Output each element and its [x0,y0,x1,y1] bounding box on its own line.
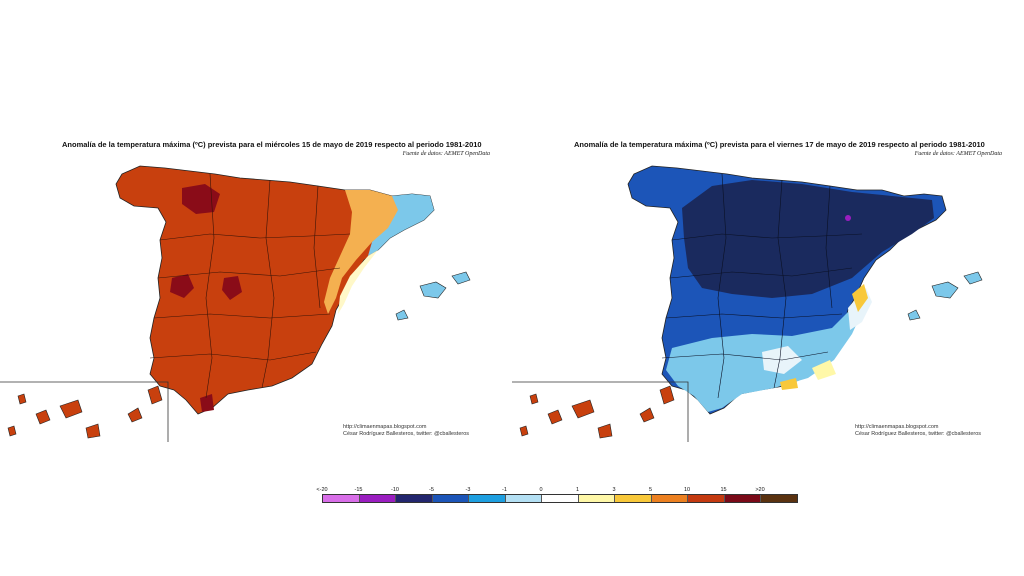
legend-tick-label: -15 [354,487,363,493]
map-title: Anomalía de la temperatura máxima (ºC) p… [574,140,985,149]
legend-swatch [396,495,433,502]
legend-swatch [688,495,725,502]
legend-swatch [651,495,688,502]
balearic-islands [907,271,983,321]
hot-core-center [222,276,242,300]
canary-inset-frame [512,381,689,442]
credit-author: César Rodríguez Ballesteros, twitter: @c… [343,431,470,437]
cold-core-north-center [682,180,934,298]
map-credit: http://climaenmapas.blogspot.com César R… [343,424,469,438]
warm-spot-almeria [780,378,798,390]
legend-tick-label: <-20 [316,487,328,493]
balearic-islands [395,271,471,321]
legend-tick-label: 0 [539,487,543,493]
hot-core-northwest [182,184,220,214]
warm-spot-valencia [852,284,868,312]
legend-tick-label: >20 [755,487,765,493]
region-borders [661,173,863,399]
map-panel-wednesday: Anomalía de la temperatura máxima (ºC) p… [0,138,500,448]
hot-core-west [170,274,194,298]
legend-tick-label: 15 [720,487,727,493]
hot-core-south [200,394,214,412]
spain-anomaly-map-friday [512,165,983,442]
warm-spot-murcia [812,360,836,380]
map-source: Fuente de datos: AEMET OpenData [914,151,1002,157]
canary-islands [7,385,163,439]
legend-swatch [505,495,542,502]
map-credit: http://climaenmapas.blogspot.com César R… [855,424,981,438]
credit-url: http://climaenmapas.blogspot.com [343,424,427,430]
canary-inset-frame [0,381,169,442]
credit-author: César Rodríguez Ballesteros, twitter: @c… [855,431,982,437]
legend-swatch [615,495,652,502]
map-source: Fuente de datos: AEMET OpenData [402,151,490,157]
extreme-cold-spot [845,215,851,221]
legend-tick-label: 5 [648,487,653,493]
credit-url: http://climaenmapas.blogspot.com [855,424,939,430]
legend-swatch [432,495,469,502]
legend-tick-label: 3 [612,487,616,493]
legend-swatch [724,495,761,502]
legend-tick-label: 1 [575,487,580,493]
map-panel-friday: Anomalía de la temperatura máxima (ºC) p… [512,138,1012,448]
legend-tick-label: -3 [465,487,471,493]
legend-swatch [578,495,615,502]
legend-swatch [323,495,360,502]
legend-swatch [359,495,396,502]
east-coast-cool-zone [324,190,400,314]
legend-bar [322,494,798,503]
legend-tick-label: -10 [391,487,399,493]
map-title: Anomalía de la temperatura máxima (ºC) p… [62,140,482,149]
legend-swatch [761,495,797,502]
legend-swatch [469,495,506,502]
legend-tick-label: -1 [502,487,507,493]
canary-islands [519,385,675,439]
legend-ticks: <-20 -15 -10 -5 -3 -1 0 1 3 5 10 15 >20 [316,487,765,495]
legend-swatch [542,495,579,502]
spain-anomaly-map-wednesday [0,165,471,442]
color-scale-legend: <-20 -15 -10 -5 -3 -1 0 1 3 5 10 15 >20 [316,487,798,509]
region-borders [149,173,351,399]
legend-tick-label: 10 [683,487,691,493]
legend-tick-label: -5 [429,487,434,493]
east-coast-cold-zone [368,194,434,256]
